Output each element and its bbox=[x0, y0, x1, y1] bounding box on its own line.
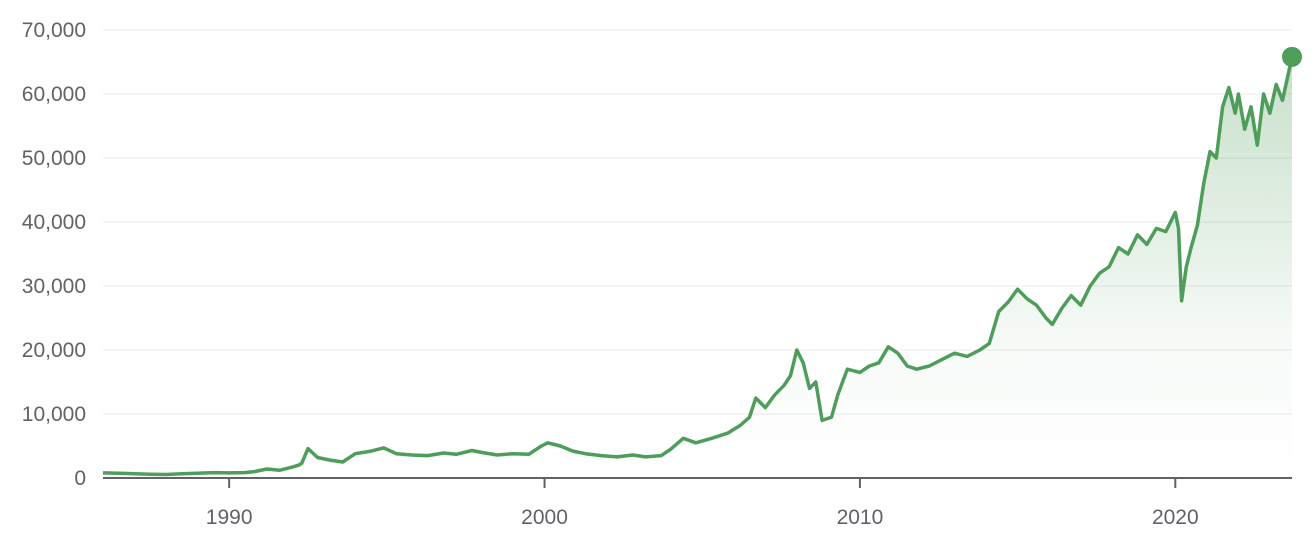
y-tick-label: 70,000 bbox=[22, 19, 86, 42]
x-tick-label: 2000 bbox=[521, 506, 568, 529]
latest-value-marker[interactable] bbox=[1282, 46, 1302, 67]
x-tick-label: 2020 bbox=[1152, 506, 1199, 529]
y-tick-label: 60,000 bbox=[22, 83, 86, 106]
y-tick-label: 0 bbox=[74, 467, 86, 490]
x-axis-ticks: 1990 2000 2010 2020 bbox=[206, 478, 1199, 529]
gridlines bbox=[103, 29, 1292, 415]
price-area-fill bbox=[103, 56, 1292, 479]
price-line bbox=[102, 56, 1294, 477]
y-tick-label: 50,000 bbox=[22, 147, 86, 170]
y-tick-label: 40,000 bbox=[22, 211, 86, 234]
y-tick-label: 30,000 bbox=[22, 275, 86, 298]
x-tick-label: 1990 bbox=[206, 506, 253, 529]
y-tick-label: 10,000 bbox=[22, 403, 86, 426]
x-tick-label: 2010 bbox=[837, 506, 884, 529]
y-tick-label: 20,000 bbox=[22, 339, 86, 362]
y-axis-tick-labels: 0 10,000 20,000 30,000 40,000 50,000 60,000 70,… bbox=[22, 19, 86, 490]
